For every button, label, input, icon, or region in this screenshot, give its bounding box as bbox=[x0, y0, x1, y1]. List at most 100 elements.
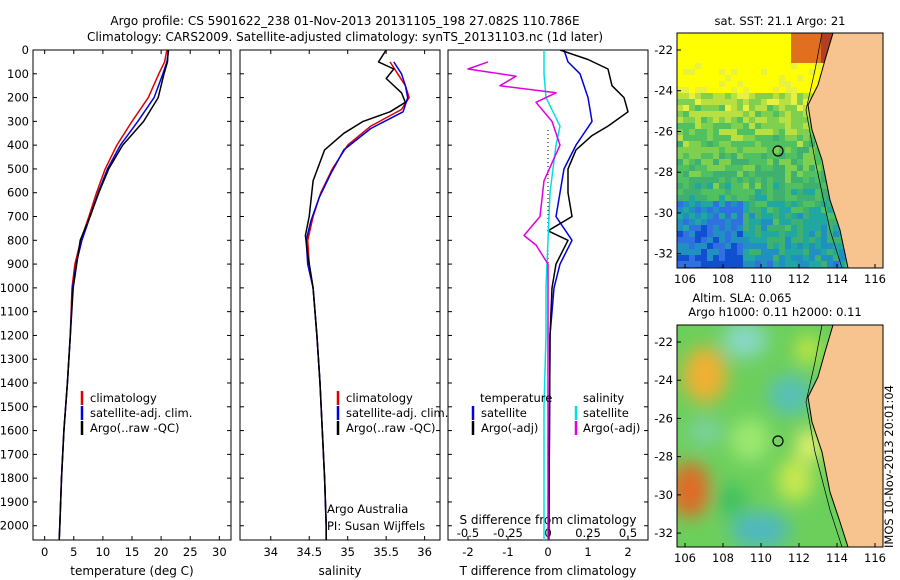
sst-cell bbox=[719, 123, 726, 130]
sst-cell bbox=[707, 111, 714, 118]
map-x-tick-label: 114 bbox=[826, 272, 848, 286]
sst-cell bbox=[779, 255, 786, 262]
sst-cell bbox=[683, 69, 690, 76]
sst-cell bbox=[707, 93, 714, 100]
sst-cell bbox=[749, 153, 756, 160]
sst-cell bbox=[749, 207, 756, 214]
sst-cell bbox=[725, 141, 732, 148]
sst-cell bbox=[731, 93, 738, 100]
sst-cell bbox=[713, 189, 720, 196]
sst-cell bbox=[749, 183, 756, 190]
sst-cell bbox=[755, 33, 762, 40]
sst-cell bbox=[689, 213, 696, 220]
sst-cell bbox=[719, 165, 726, 172]
sst-cell bbox=[815, 213, 822, 220]
series-line bbox=[304, 50, 407, 540]
sst-cell bbox=[785, 135, 792, 142]
sst-cell bbox=[791, 93, 798, 100]
sst-cell bbox=[701, 195, 708, 202]
sst-cell bbox=[683, 255, 690, 262]
sst-cell bbox=[809, 243, 816, 250]
sst-cell bbox=[707, 207, 714, 214]
sst-cell bbox=[719, 237, 726, 244]
sst-cell bbox=[779, 45, 786, 52]
sst-cell bbox=[713, 51, 720, 58]
sst-cell bbox=[707, 81, 714, 88]
sst-cell bbox=[725, 255, 732, 262]
x-tick-label: 5 bbox=[70, 545, 77, 559]
sst-cell bbox=[695, 51, 702, 58]
sst-cell bbox=[797, 249, 804, 256]
depth-tick-label: 1000 bbox=[0, 281, 29, 295]
sst-cell bbox=[785, 159, 792, 166]
sst-cell bbox=[797, 63, 804, 70]
sst-cell bbox=[767, 69, 774, 76]
sst-cell bbox=[683, 219, 690, 226]
sst-cell bbox=[761, 123, 768, 130]
sst-cell bbox=[677, 225, 684, 232]
sst-cell bbox=[755, 207, 762, 214]
sst-cell bbox=[803, 147, 810, 154]
sst-cell bbox=[797, 171, 804, 178]
sst-cell bbox=[815, 237, 822, 244]
sst-cell bbox=[707, 75, 714, 82]
sst-cell bbox=[689, 57, 696, 64]
sst-cell bbox=[779, 99, 786, 106]
sst-cell bbox=[761, 99, 768, 106]
sst-cell bbox=[737, 237, 744, 244]
sst-cell bbox=[791, 63, 798, 70]
sst-cell bbox=[719, 117, 726, 124]
sst-cell bbox=[761, 81, 768, 88]
sst-cell bbox=[773, 237, 780, 244]
map-y-tick-label: -26 bbox=[654, 411, 673, 425]
sst-cell bbox=[797, 87, 804, 94]
sst-cell bbox=[755, 93, 762, 100]
sst-cell bbox=[689, 189, 696, 196]
sst-cell bbox=[683, 117, 690, 124]
sst-cell bbox=[743, 231, 750, 238]
sst-cell bbox=[791, 45, 798, 52]
sst-cell bbox=[737, 249, 744, 256]
sst-cell bbox=[701, 33, 708, 40]
sst-cell bbox=[701, 177, 708, 184]
sst-cell bbox=[707, 261, 714, 268]
sst-cell bbox=[767, 183, 774, 190]
sst-cell bbox=[773, 75, 780, 82]
sst-cell bbox=[743, 129, 750, 136]
sst-cell bbox=[701, 159, 708, 166]
x-tick-label: 35 bbox=[340, 545, 355, 559]
sst-cell bbox=[767, 135, 774, 142]
header-line-1: Argo profile: CS 5901622_238 01-Nov-2013… bbox=[110, 14, 579, 28]
sst-cell bbox=[689, 159, 696, 166]
sst-cell bbox=[695, 111, 702, 118]
sst-cell bbox=[713, 81, 720, 88]
sst-cell bbox=[821, 177, 828, 184]
sst-cell bbox=[707, 165, 714, 172]
sst-cell bbox=[695, 135, 702, 142]
sst-cell bbox=[713, 45, 720, 52]
sst-cell bbox=[683, 231, 690, 238]
sst-cell bbox=[767, 159, 774, 166]
sst-cell bbox=[755, 219, 762, 226]
sst-cell bbox=[815, 75, 822, 82]
sst-cell bbox=[719, 33, 726, 40]
map-y-tick-label: -26 bbox=[654, 124, 673, 138]
sst-cell bbox=[809, 51, 816, 58]
sst-cell bbox=[731, 159, 738, 166]
sst-cell bbox=[803, 123, 810, 130]
sst-cell bbox=[761, 57, 768, 64]
sst-cell bbox=[797, 243, 804, 250]
sst-cell bbox=[773, 45, 780, 52]
sst-cell bbox=[809, 213, 816, 220]
sst-cell bbox=[779, 183, 786, 190]
sst-cell bbox=[737, 201, 744, 208]
sst-cell bbox=[809, 195, 816, 202]
sst-cell bbox=[803, 129, 810, 136]
sst-cell bbox=[701, 201, 708, 208]
sst-cell bbox=[827, 201, 834, 208]
legend-label-sal-argo: Argo(-adj) bbox=[583, 421, 640, 435]
sst-cell bbox=[749, 159, 756, 166]
sst-cell bbox=[755, 201, 762, 208]
sst-cell bbox=[791, 207, 798, 214]
depth-tick-label: 1400 bbox=[0, 376, 29, 390]
